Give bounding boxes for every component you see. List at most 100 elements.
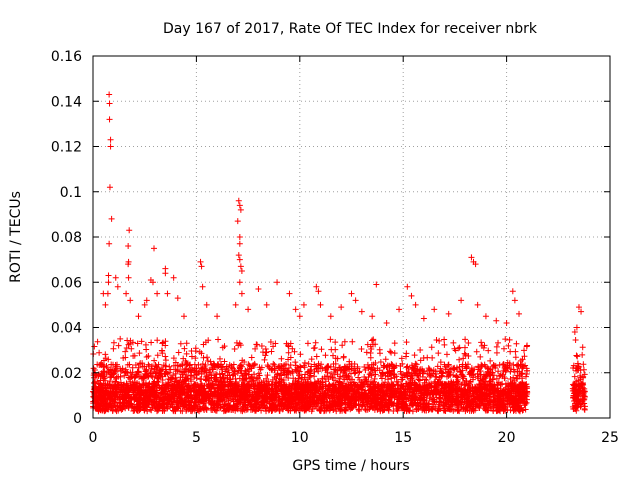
data-point	[366, 364, 373, 371]
data-point	[126, 227, 133, 234]
data-point	[174, 367, 181, 374]
data-point	[391, 350, 398, 357]
data-point	[305, 360, 312, 367]
data-point	[499, 388, 506, 395]
data-point	[198, 384, 205, 391]
data-point	[456, 363, 463, 370]
data-point	[391, 364, 398, 371]
data-point	[450, 385, 457, 392]
data-point	[367, 370, 374, 377]
data-point	[214, 391, 221, 398]
data-point	[478, 339, 485, 346]
data-point	[222, 368, 229, 375]
data-point	[403, 350, 410, 357]
data-point	[430, 367, 437, 374]
data-point	[510, 401, 517, 408]
data-point	[172, 391, 179, 398]
data-point	[283, 389, 290, 396]
data-point	[97, 407, 104, 414]
data-point	[193, 368, 200, 375]
data-point	[126, 361, 133, 368]
data-point	[112, 395, 119, 402]
data-point	[201, 404, 208, 411]
data-point	[327, 402, 334, 409]
data-point	[113, 408, 120, 415]
data-point	[97, 377, 104, 384]
data-point	[248, 365, 255, 372]
data-point	[487, 357, 494, 364]
data-point	[297, 364, 304, 371]
data-point	[467, 385, 474, 392]
data-point	[289, 398, 296, 405]
data-point	[492, 362, 499, 369]
data-point	[151, 357, 158, 364]
data-point	[581, 388, 588, 395]
data-point	[112, 274, 119, 281]
data-point	[477, 353, 484, 360]
data-point	[421, 401, 428, 408]
data-point	[145, 353, 152, 360]
data-point	[107, 136, 114, 143]
data-point	[507, 376, 514, 383]
data-point	[222, 400, 229, 407]
data-point	[294, 385, 301, 392]
data-point	[261, 356, 268, 363]
data-point	[306, 368, 313, 375]
data-point	[250, 406, 257, 413]
data-point	[464, 404, 471, 411]
data-point	[271, 374, 278, 381]
data-point	[327, 336, 334, 343]
data-point	[270, 343, 277, 350]
data-point	[221, 343, 228, 350]
data-point	[423, 397, 430, 404]
data-point	[406, 407, 413, 414]
data-point	[363, 349, 370, 356]
data-point	[224, 367, 231, 374]
data-point	[382, 391, 389, 398]
data-point	[166, 363, 173, 370]
data-point	[246, 398, 253, 405]
data-point	[230, 406, 237, 413]
data-point	[188, 378, 195, 385]
data-point	[125, 243, 132, 250]
data-point	[330, 406, 337, 413]
data-point	[305, 382, 312, 389]
data-point	[502, 407, 509, 414]
data-point	[423, 385, 430, 392]
data-point	[457, 368, 464, 375]
data-point	[147, 369, 154, 376]
data-point	[278, 386, 285, 393]
data-point	[409, 365, 416, 372]
data-point	[149, 388, 156, 395]
data-point	[377, 358, 384, 365]
data-point	[375, 388, 382, 395]
data-point	[467, 387, 474, 394]
data-point	[217, 404, 224, 411]
data-point	[265, 388, 272, 395]
data-point	[518, 394, 525, 401]
data-point	[442, 396, 449, 403]
data-point	[223, 395, 230, 402]
data-point	[456, 356, 463, 363]
data-point	[356, 407, 363, 414]
data-point	[253, 375, 260, 382]
data-point	[579, 351, 586, 358]
data-point	[103, 362, 110, 369]
data-point	[334, 355, 341, 362]
data-point	[139, 360, 146, 367]
data-point	[493, 343, 500, 350]
data-point	[460, 392, 467, 399]
data-point	[251, 383, 258, 390]
data-point	[349, 338, 356, 345]
data-point	[122, 348, 129, 355]
data-point	[131, 352, 138, 359]
data-point	[218, 387, 225, 394]
data-point	[419, 373, 426, 380]
data-point	[461, 344, 468, 351]
data-point	[211, 393, 218, 400]
data-point	[211, 375, 218, 382]
data-point	[519, 364, 526, 371]
data-point	[416, 377, 423, 384]
data-point	[288, 389, 295, 396]
data-point	[328, 346, 335, 353]
